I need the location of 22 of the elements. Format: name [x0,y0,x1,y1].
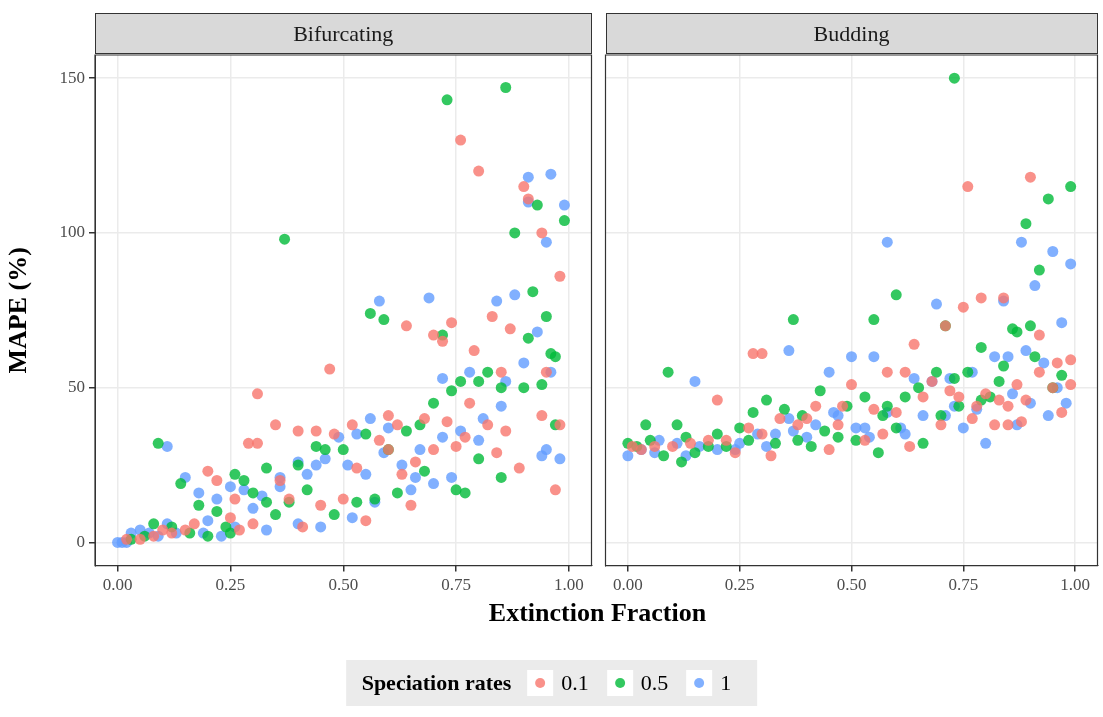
y-axis-title: MAPE (%) [3,247,33,374]
chart-title: Bifurcating [95,13,592,54]
x-tick-label: 0.75 [948,575,979,595]
legend-title: Speciation rates [361,670,512,696]
x-tick-label: 0.00 [102,575,133,595]
x-tick-label: 0.00 [612,575,643,595]
x-tick-label: 0.50 [836,575,867,595]
legend-label: 0.5 [640,670,669,696]
chart-title: Budding [605,13,1098,54]
x-tick-label: 0.25 [215,575,246,595]
legend-label: 0.1 [561,670,589,696]
y-tick-label: 50 [68,377,85,397]
y-tick-label: 100 [59,222,85,242]
legend-label: 1 [720,670,732,696]
x-tick-label: 0.50 [328,575,359,595]
x-tick-label: 0.25 [724,575,755,595]
x-tick-label: 0.75 [441,575,471,595]
x-tick-label: 1.00 [554,575,584,595]
x-axis-title: Extinction Fraction [487,598,708,628]
x-tick-label: 1.00 [1060,575,1091,595]
y-tick-label: 150 [59,67,85,87]
y-tick-label: 0 [76,531,85,551]
